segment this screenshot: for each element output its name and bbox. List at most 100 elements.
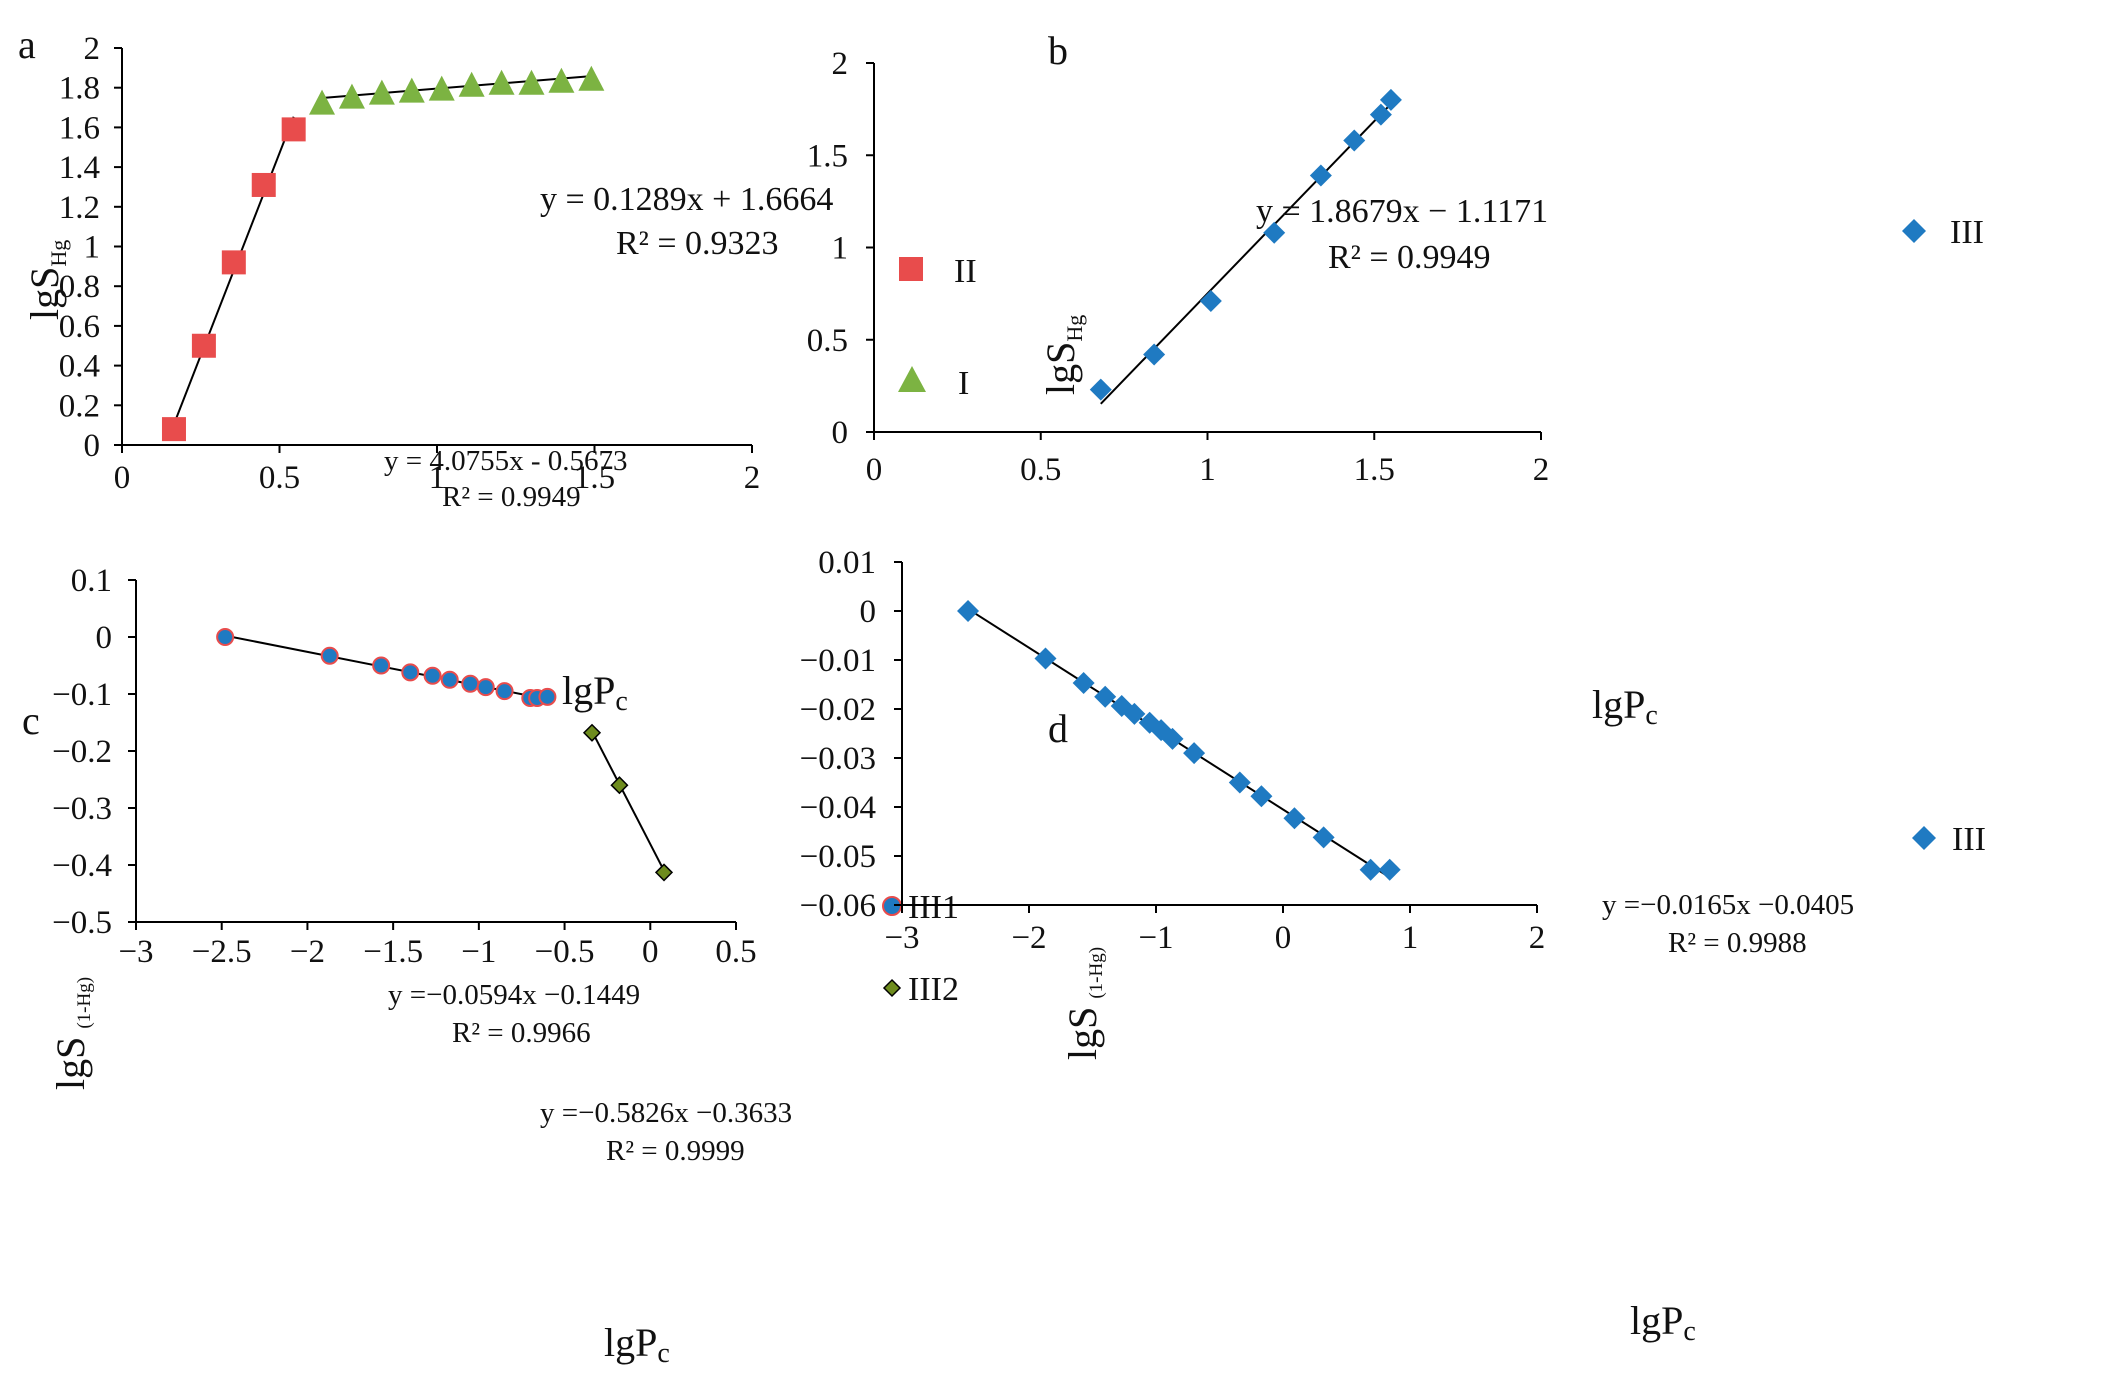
panel-b-fit-r2: R² = 0.9949 [1328, 239, 1491, 276]
x-tick-label: 2 [1533, 452, 1550, 488]
panel-b-axes: 0 0.5 1 1.5 2 0 0.5 1 1.5 2 [807, 46, 1550, 488]
x-tick-label: −1 [1138, 920, 1173, 956]
data-point-iii [1379, 88, 1402, 111]
y-tick-label: 0 [84, 428, 101, 464]
x-tick-label: 0 [866, 452, 883, 488]
data-point-iii1 [423, 666, 442, 685]
x-tick-label: 0.5 [715, 934, 756, 970]
data-point-iii1 [476, 678, 495, 697]
data-point-iii [1094, 685, 1117, 708]
panel-d-x-title: lgPc [1630, 1298, 1696, 1347]
panel-c-fit-iii2-r2: R² = 0.9999 [606, 1135, 745, 1167]
panel-d-y-title: lgS(1-Hg) [1060, 947, 1107, 1060]
y-tick-label: 1.8 [59, 71, 100, 107]
y-tick-label: 0 [96, 620, 113, 656]
data-point-ii [161, 417, 186, 442]
data-point-i [548, 67, 575, 93]
x-tick-label: 1 [1402, 920, 1419, 956]
y-tick-label: 2 [832, 46, 849, 82]
panel-b-label: b [1048, 28, 1068, 73]
data-point-i [518, 69, 545, 95]
y-tick-label: −0.5 [52, 905, 112, 941]
data-point-iii1 [401, 663, 420, 682]
panel-a: a 0 0.5 1 1.5 200.20.40.60.811.21.41.61.82 l… [18, 22, 977, 717]
panel-a-marks [161, 65, 605, 442]
panel-a-legend-ii-label: II [954, 253, 977, 290]
panel-b-y-title: lgSHg [1038, 315, 1087, 395]
x-tick-label: −1.5 [363, 934, 423, 970]
panel-b-fit-equation: y = 1.8679x − 1.1171 [1256, 193, 1548, 230]
y-tick-label: −0.3 [52, 791, 112, 827]
data-point-iii1 [538, 687, 557, 706]
y-tick-label: 0.2 [59, 388, 100, 424]
data-point-ii [281, 117, 306, 142]
y-tick-label: −0.01 [800, 643, 876, 679]
data-point-iii1 [372, 656, 391, 675]
panel-c-fit-iii2-equation: y =−0.5826x −0.3633 [540, 1097, 792, 1129]
data-point-iii [1250, 785, 1273, 808]
y-tick-label: 1.2 [59, 190, 100, 226]
panel-a-label: a [18, 22, 36, 67]
x-tick-label: 2 [1529, 920, 1546, 956]
data-point-iii [1161, 727, 1184, 750]
panel-c-fit-iii1-r2: R² = 0.9966 [452, 1017, 591, 1049]
panel-d-label: d [1048, 706, 1068, 751]
y-tick-label: 0.8 [59, 269, 100, 305]
data-point-iii1 [495, 682, 514, 701]
x-tick-label: −2 [1011, 920, 1046, 956]
panel-b-legend-iii-label: III [1950, 214, 1984, 251]
data-point-iii [1343, 129, 1366, 152]
panel-d-marks [957, 600, 1401, 881]
x-tick-label: 1 [1199, 452, 1216, 488]
y-tick-label: 1.4 [59, 150, 100, 186]
panel-a-x-title: lgPc [562, 668, 628, 717]
data-point-iii2 [610, 776, 629, 795]
x-tick-label: −1 [461, 934, 496, 970]
y-tick-label: 0 [860, 594, 877, 630]
data-point-iii2 [654, 863, 674, 882]
y-tick-label: −0.06 [800, 888, 876, 924]
data-point-iii [1228, 771, 1251, 794]
data-point-iii [1034, 647, 1057, 670]
data-point-iii [1369, 103, 1392, 126]
data-point-i [488, 69, 515, 95]
panel-a-fit-i-r2: R² = 0.9323 [616, 225, 779, 262]
data-point-ii [191, 333, 216, 358]
panel-a-legend-i-swatch [898, 366, 926, 392]
data-point-iii [1283, 807, 1306, 830]
panel-d-legend-iii-swatch [1912, 826, 1936, 850]
y-tick-label: −0.2 [52, 734, 112, 770]
y-tick-label: −0.05 [800, 839, 876, 875]
y-tick-label: 0.5 [807, 323, 848, 359]
y-tick-label: −0.02 [800, 692, 876, 728]
panel-c-x-title: lgPc [604, 1320, 670, 1369]
y-tick-label: −0.04 [800, 790, 876, 826]
panel-c-legend-iii2-swatch [882, 978, 902, 998]
y-tick-label: −0.03 [800, 741, 876, 777]
panel-a-fit-ii-equation: y = 4.0755x - 0.5673 [384, 445, 628, 477]
data-point-iii [1312, 826, 1335, 849]
y-tick-label: 1 [832, 231, 849, 267]
data-point-iii1 [440, 670, 459, 689]
x-tick-label: −3 [118, 934, 153, 970]
data-point-ii [221, 250, 246, 275]
y-tick-label: 2 [84, 31, 101, 67]
panel-d-legend-iii-label: III [1952, 821, 1986, 858]
x-tick-label: 0.5 [1020, 452, 1061, 488]
panel-d: d −3 −2 −1 0 1 2 −0.06 −0.05 −0.04 −0.03 −0.02 −0.0… [800, 545, 1986, 1347]
panel-c-y-title: lgS(1-Hg) [48, 977, 95, 1090]
panel-a-y-title: lgSHg [22, 240, 71, 320]
data-point-iii [1378, 858, 1401, 881]
panel-a-axes: 0 0.5 1 1.5 200.20.40.60.811.21.41.61.82 [59, 31, 761, 496]
data-point-i [428, 75, 455, 101]
panel-c-marks [216, 628, 674, 882]
data-point-i [368, 79, 395, 105]
data-point-iii1 [216, 628, 235, 646]
y-tick-label: −0.1 [52, 677, 112, 713]
data-point-iii [1072, 672, 1095, 695]
panel-c-fit-iii1-equation: y =−0.0594x −0.1449 [388, 979, 640, 1011]
x-tick-label: 1.5 [1354, 452, 1395, 488]
x-tick-label: 1.5 [574, 460, 615, 496]
